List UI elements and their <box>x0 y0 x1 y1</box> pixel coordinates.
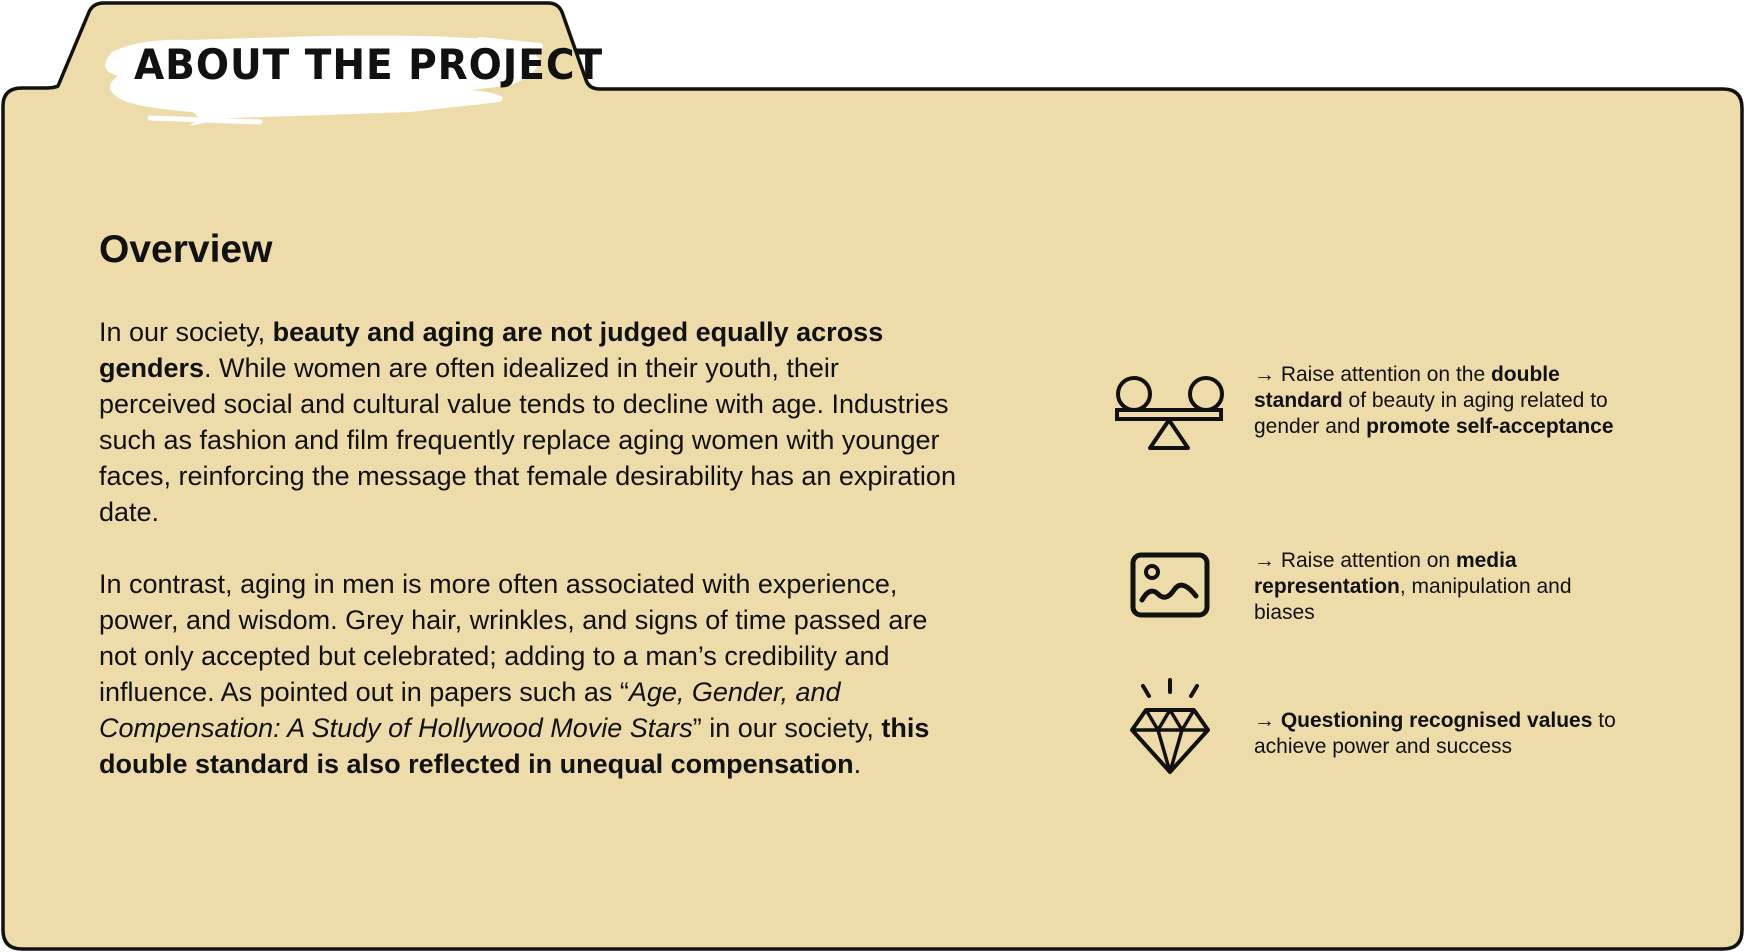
goal-text-media-representation: → Raise attention on media representatio… <box>1254 549 1572 624</box>
goal-text-double-standard: → Raise attention on the double standard… <box>1254 363 1614 438</box>
image-icon <box>1130 552 1210 618</box>
brush-stroke <box>105 35 541 126</box>
tab-title: ABOUT THE PROJECT <box>134 40 604 89</box>
overview-paragraph-2: In contrast, aging in men is more often … <box>99 569 930 779</box>
overview-heading: Overview <box>99 228 273 271</box>
goal-text-recognised-values: → Questioning recognised values to achie… <box>1254 709 1616 758</box>
balance-scale-icon <box>1115 376 1224 450</box>
overview-paragraph-1: In our society, beauty and aging are not… <box>99 317 956 527</box>
diamond-icon <box>1130 678 1210 774</box>
